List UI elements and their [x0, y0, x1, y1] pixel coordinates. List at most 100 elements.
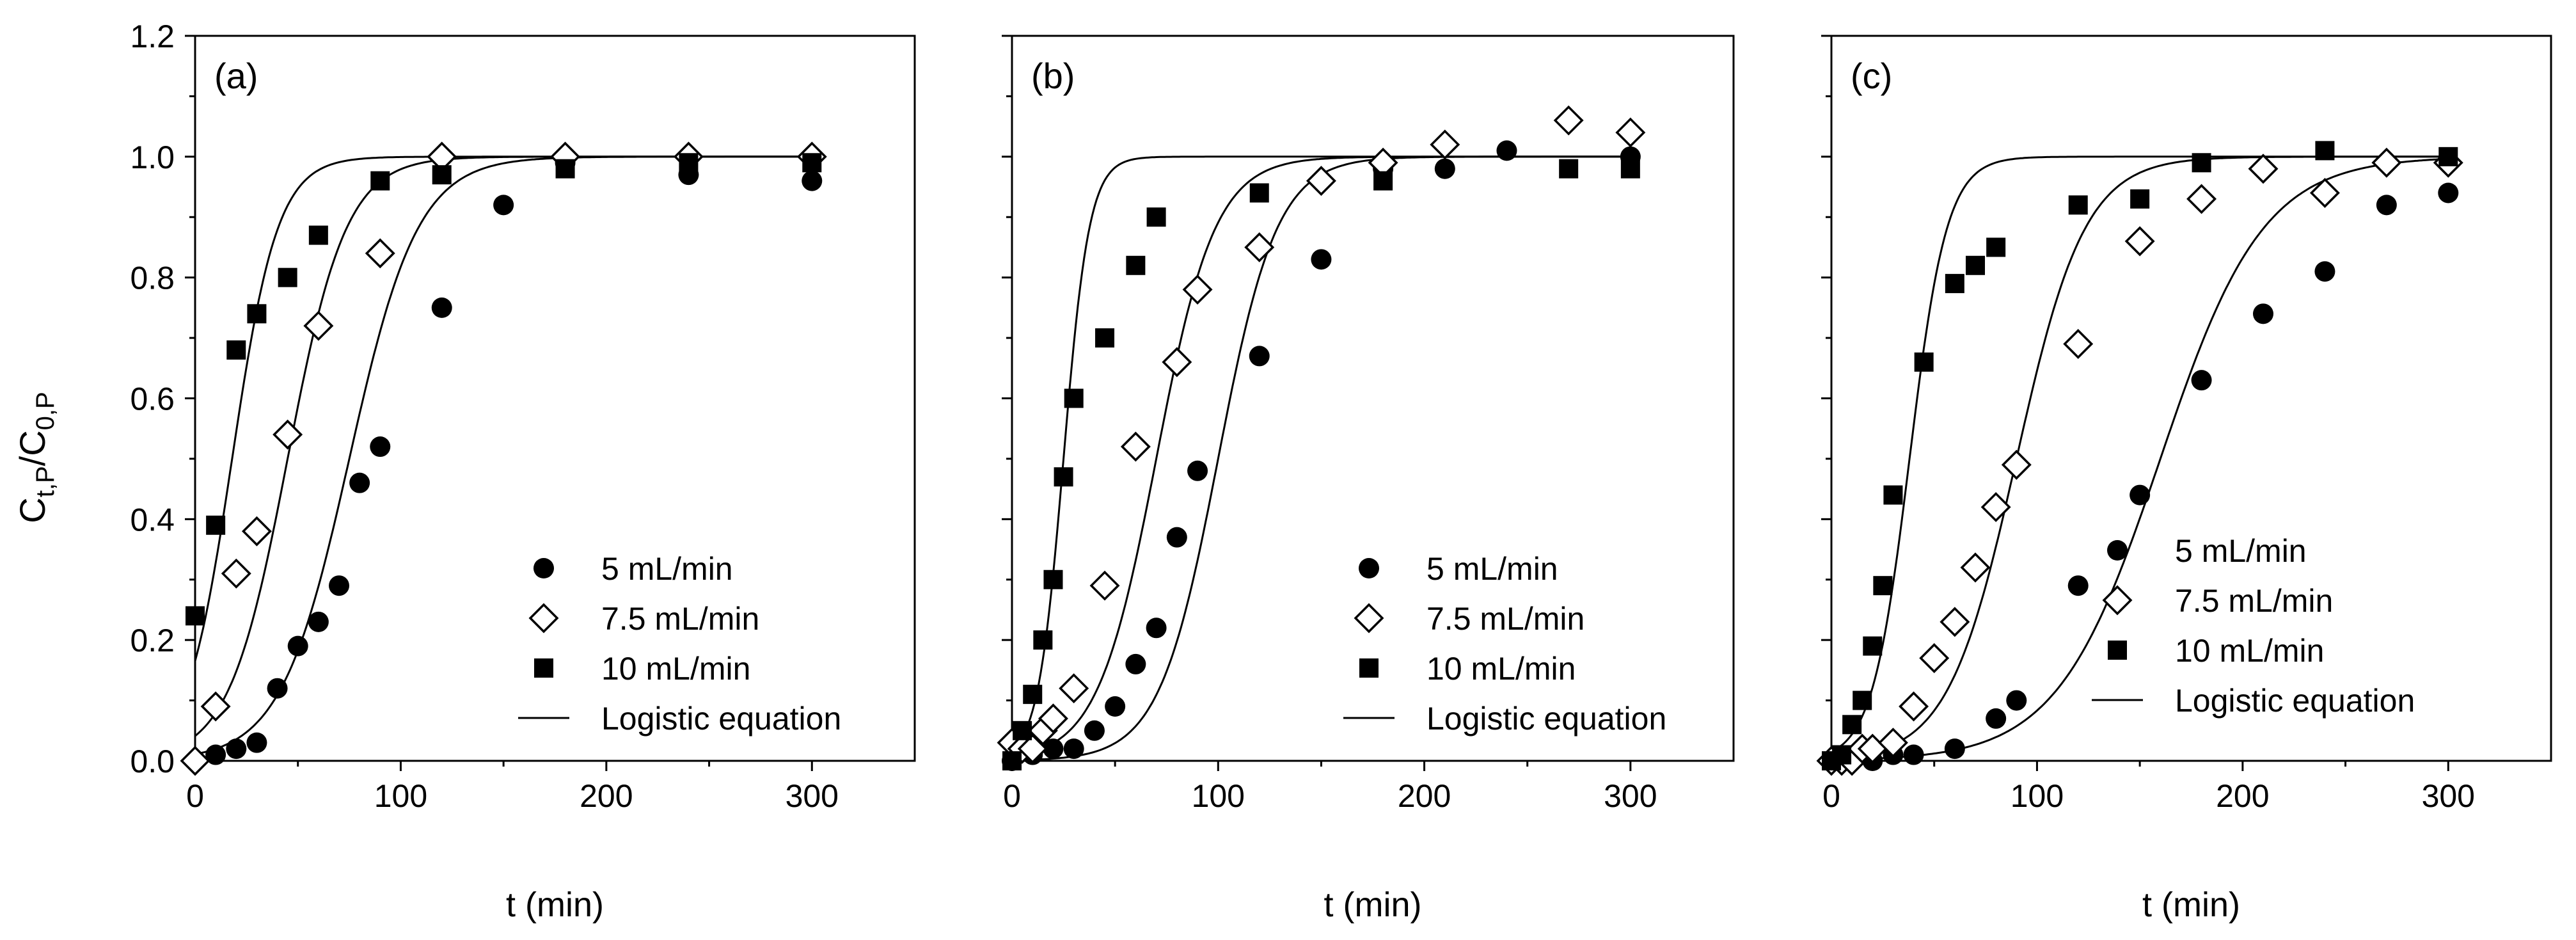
data-point — [802, 170, 823, 191]
data-point — [1126, 255, 1146, 275]
data-point — [2192, 153, 2211, 173]
data-point — [1615, 117, 1646, 148]
logistic-curve-3 — [1831, 155, 2449, 753]
data-point — [287, 635, 308, 657]
series-10-ml-min — [186, 153, 822, 626]
data-point — [247, 304, 267, 324]
data-point — [1162, 347, 1192, 378]
legend-label: 7.5 mL/min — [1426, 601, 1584, 637]
data-point — [1496, 140, 1517, 161]
legend-label: 7.5 mL/min — [2175, 583, 2333, 619]
data-point — [2315, 141, 2335, 161]
data-point — [370, 436, 391, 458]
legend-label: 5 mL/min — [1426, 551, 1558, 587]
legend: 5 mL/min 7.5 mL/min 10 mL/min Logistic equa… — [518, 551, 841, 737]
data-point — [226, 738, 247, 760]
data-point — [1940, 607, 1970, 637]
data-point — [1084, 720, 1105, 741]
legend-label: 10 mL/min — [1426, 651, 1576, 687]
data-point — [1063, 738, 1084, 760]
data-point — [1043, 570, 1063, 589]
data-point — [1903, 744, 1924, 765]
x-axis-label: t (min) — [2142, 886, 2240, 924]
data-point — [1120, 431, 1151, 462]
panel-label: (a) — [214, 56, 258, 96]
data-point — [1244, 232, 1275, 262]
x-tick-label: 100 — [374, 778, 427, 814]
data-point — [1559, 159, 1579, 179]
x-tick-label: 100 — [2011, 778, 2064, 814]
legend-marker — [2102, 585, 2133, 616]
data-point — [1944, 738, 1965, 760]
data-point — [2124, 226, 2155, 257]
y-tick-label: 0.8 — [130, 260, 175, 296]
y-axis-label-sub2: 0,P — [31, 392, 59, 430]
data-point — [1125, 653, 1146, 674]
data-point — [1430, 129, 1460, 160]
logistic-curve-1 — [1831, 157, 2449, 761]
data-point — [278, 267, 297, 287]
chart-panel-2: 0 100 200 300 t (min) (b) 5 mL/min 7.5 mL/min 10… — [997, 35, 1735, 924]
x-tick-label: 300 — [1604, 778, 1657, 814]
data-point — [2063, 329, 2094, 359]
legend-label: 5 mL/min — [2175, 533, 2307, 569]
data-point — [1873, 576, 1893, 596]
legend-label: Logistic equation — [2175, 683, 2415, 719]
data-point — [349, 472, 370, 493]
x-tick-label: 200 — [2216, 778, 2269, 814]
data-point — [200, 691, 231, 722]
x-axis-label: t (min) — [1324, 886, 1422, 924]
legend-marker — [2108, 641, 2127, 660]
x-tick-label: 200 — [1398, 778, 1451, 814]
y-tick-label: 0.4 — [130, 502, 175, 538]
data-point — [2186, 184, 2217, 214]
data-point — [1023, 685, 1043, 705]
data-point — [2371, 147, 2402, 178]
y-axis-label-mid: /C — [12, 430, 52, 466]
data-point — [432, 165, 452, 185]
data-point — [1832, 745, 1852, 765]
data-point — [431, 297, 452, 318]
logistic-curve-3 — [1012, 155, 1631, 751]
data-point — [1146, 207, 1166, 227]
legend-label: Logistic equation — [601, 701, 841, 737]
x-tick-label: 0 — [1822, 778, 1840, 814]
x-tick-label: 0 — [1003, 778, 1021, 814]
data-point — [1919, 643, 1950, 673]
data-point — [555, 159, 575, 179]
y-axis-label: Ct,P/C0,P — [12, 392, 59, 523]
x-tick-label: 300 — [786, 778, 839, 814]
legend: 5 mL/min 7.5 mL/min 10 mL/min Logistic equa… — [2092, 533, 2415, 719]
y-axis-label-sub1: t,P — [31, 466, 59, 497]
data-point — [2130, 189, 2150, 209]
data-point — [1863, 636, 1883, 656]
x-axis-label: t (min) — [506, 886, 604, 924]
data-point — [1980, 491, 2011, 522]
data-point — [1620, 159, 1640, 179]
y-tick-label: 1.2 — [130, 19, 175, 54]
panel-label: (c) — [1851, 56, 1892, 96]
data-point — [1182, 275, 1213, 305]
data-point — [1054, 467, 1073, 487]
data-point — [2001, 449, 2032, 480]
y-tick-label: 0.2 — [130, 623, 175, 658]
data-point — [2438, 147, 2458, 166]
data-point — [1945, 274, 1964, 294]
data-point — [2438, 182, 2459, 203]
data-point — [2314, 261, 2335, 282]
data-point — [2130, 484, 2151, 506]
legend-label: Logistic equation — [1426, 701, 1666, 737]
data-point — [1095, 328, 1115, 348]
data-point — [241, 516, 272, 546]
data-point — [370, 171, 390, 191]
data-point — [1064, 388, 1084, 408]
data-point — [308, 611, 329, 632]
legend-marker — [1359, 658, 1379, 678]
data-point — [221, 558, 251, 589]
data-point — [1306, 166, 1336, 196]
data-point — [1043, 738, 1064, 760]
data-point — [1883, 485, 1903, 505]
series-10-ml-min — [1002, 159, 1640, 770]
data-point — [2309, 178, 2340, 208]
